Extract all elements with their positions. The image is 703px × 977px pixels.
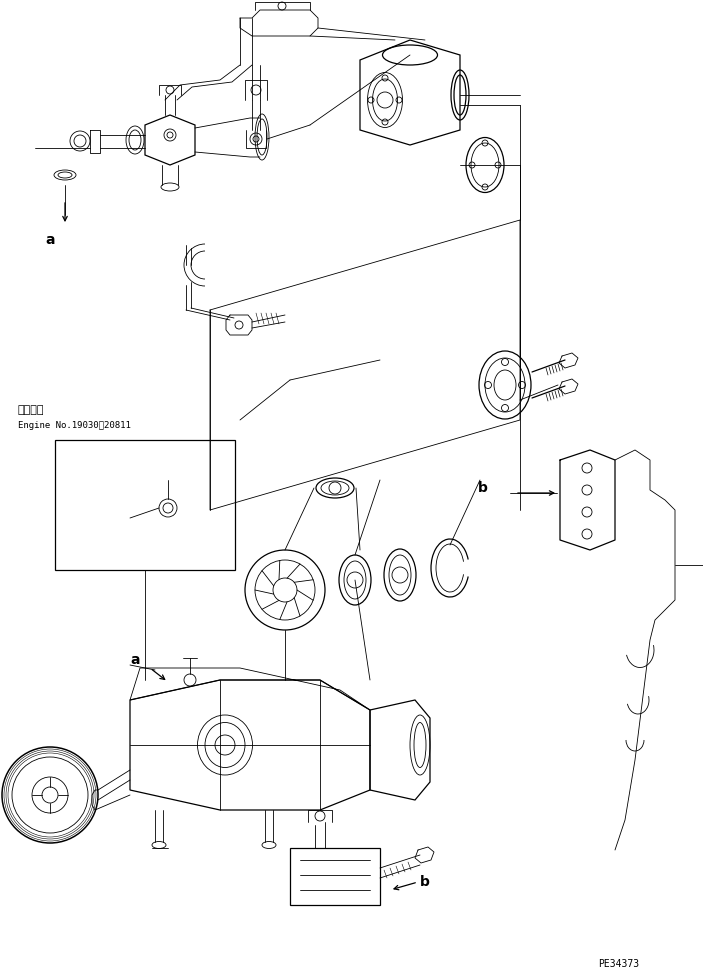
Text: PE34373: PE34373: [598, 959, 639, 969]
Text: a: a: [130, 653, 139, 667]
Text: b: b: [478, 481, 488, 495]
Text: b: b: [420, 875, 430, 889]
Text: a: a: [45, 233, 55, 247]
Text: 適用号機: 適用号機: [18, 405, 44, 415]
Text: Engine No.19030～20811: Engine No.19030～20811: [18, 420, 131, 430]
